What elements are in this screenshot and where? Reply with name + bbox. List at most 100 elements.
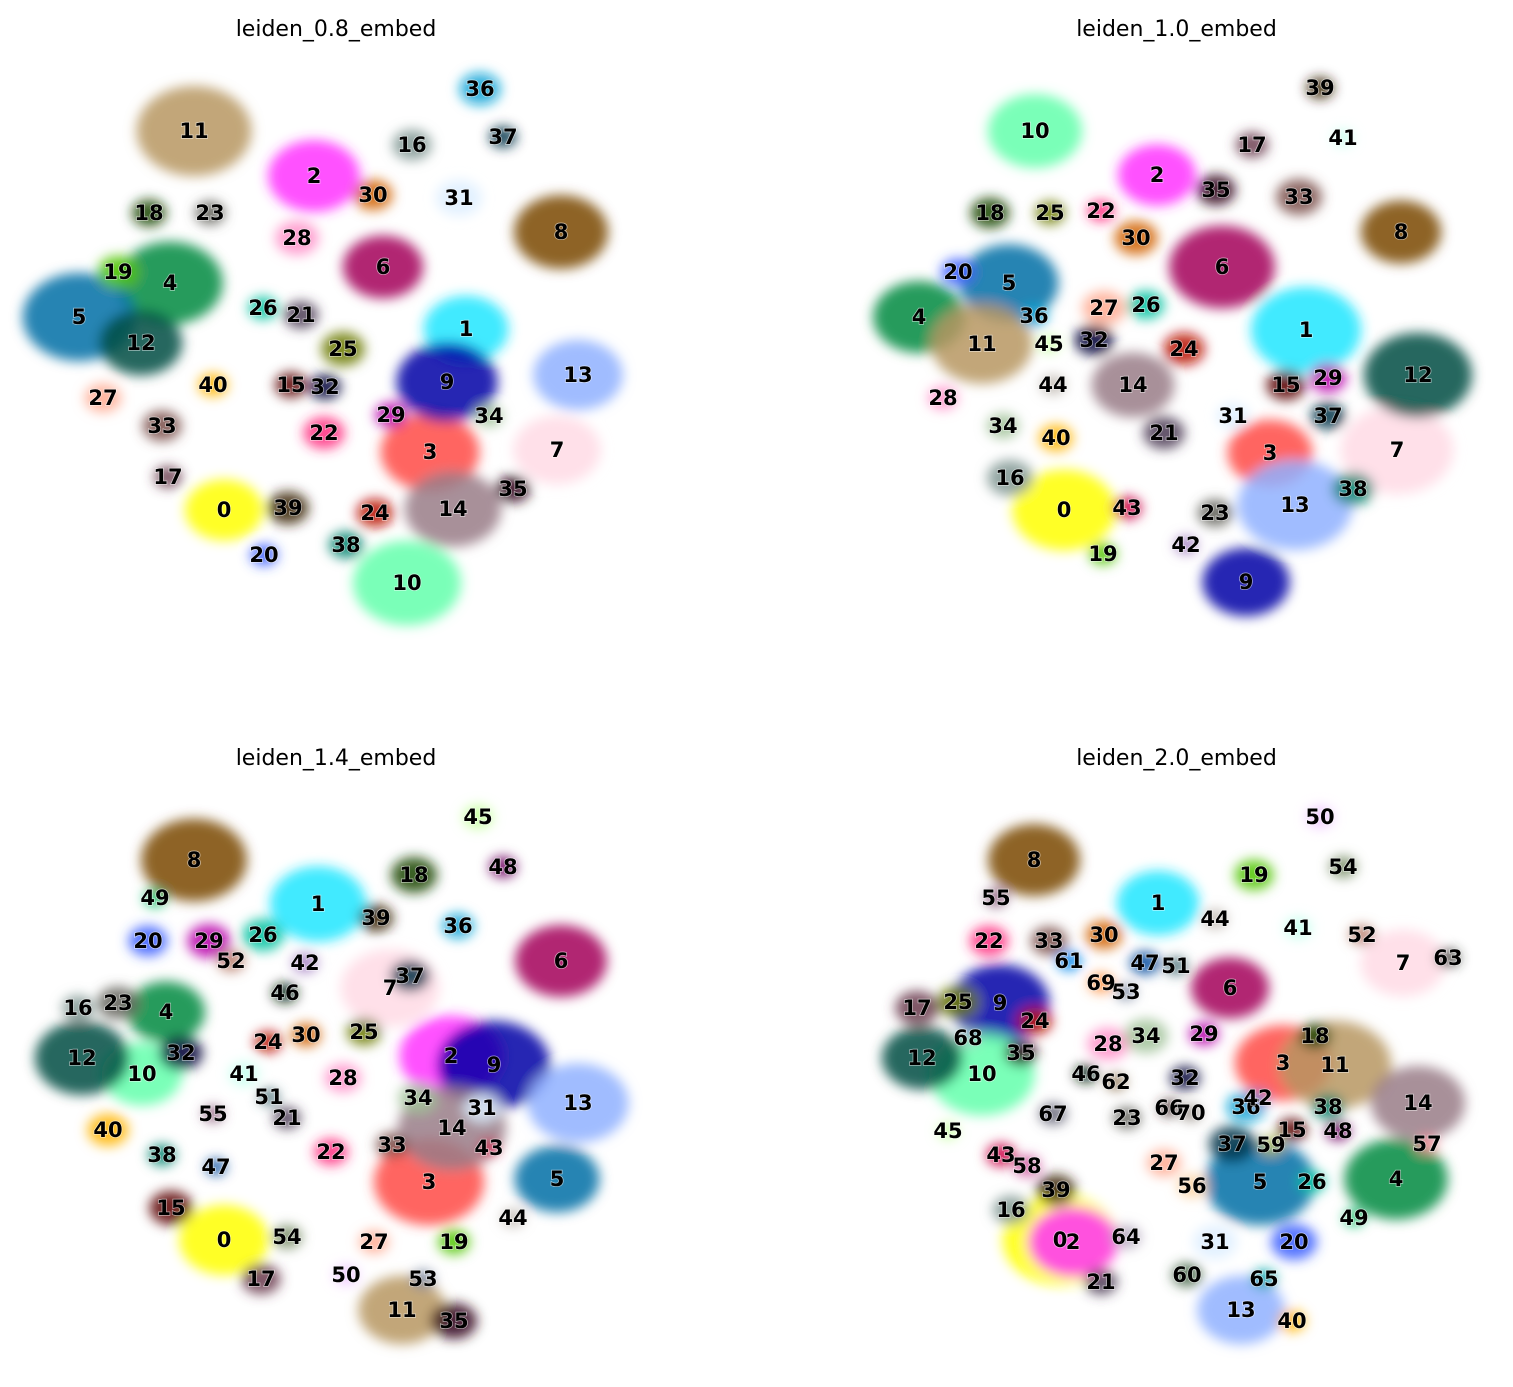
cluster-label: 27	[359, 1230, 388, 1254]
cluster-blob	[1039, 1103, 1067, 1125]
cluster-label: 31	[467, 1096, 496, 1120]
cluster-label: 30	[358, 183, 387, 207]
cluster-blob	[533, 339, 623, 411]
cluster-blob	[515, 925, 607, 997]
cluster-label: 25	[943, 990, 972, 1014]
cluster-blob	[1174, 536, 1198, 554]
cluster-label: 40	[1041, 426, 1070, 450]
cluster-label: 59	[1256, 1133, 1285, 1157]
cluster-label: 14	[1403, 1091, 1432, 1115]
cluster-label: 35	[439, 1309, 468, 1333]
panel-title: leiden_1.0_embed	[1076, 17, 1277, 42]
cluster-label: 31	[1200, 1230, 1229, 1254]
cluster-blob	[1127, 290, 1165, 320]
cluster-label: 37	[1217, 1132, 1246, 1156]
cluster-blob	[202, 1105, 224, 1123]
cluster-blob	[1087, 1027, 1129, 1061]
cluster-blob	[489, 126, 517, 148]
cluster-label: 42	[290, 951, 319, 975]
cluster-blob	[463, 1093, 501, 1123]
cluster-label: 11	[1320, 1053, 1349, 1077]
cluster-label: 43	[1112, 496, 1141, 520]
cluster-blob	[1158, 1099, 1180, 1117]
cluster-blob	[1004, 1040, 1038, 1066]
cluster-blob	[1087, 200, 1115, 222]
panel-leiden-1-0: leiden_1.0_embed	[756, 0, 1513, 693]
cluster-blob	[1035, 201, 1065, 225]
cluster-blob	[1020, 305, 1048, 327]
cluster-label: 22	[316, 1140, 345, 1164]
cluster-label: 6	[1215, 255, 1230, 279]
cluster-label: 2	[1150, 163, 1165, 187]
cluster-label: 24	[1020, 1009, 1049, 1033]
cluster-label: 23	[195, 201, 224, 225]
cluster-blob	[34, 1021, 130, 1095]
cluster-blob	[956, 1029, 980, 1047]
cluster-label: 32	[1170, 1066, 1199, 1090]
cluster-label: 5	[1253, 1170, 1268, 1194]
panel-title: leiden_1.4_embed	[235, 746, 437, 771]
cluster-label: 12	[907, 1046, 936, 1070]
cluster-blob	[489, 856, 517, 878]
cluster-label: 36	[1231, 1095, 1260, 1119]
cluster-label: 16	[397, 133, 426, 157]
cluster-blob	[1325, 1121, 1351, 1141]
cluster-blob	[1360, 200, 1442, 264]
cluster-blob	[61, 995, 95, 1021]
cluster-blob	[1343, 1209, 1365, 1227]
cluster-blob	[937, 985, 979, 1019]
cluster-blob	[1116, 870, 1200, 936]
cluster-label: 45	[463, 805, 492, 829]
cluster-label: 29	[1313, 366, 1342, 390]
cluster-blob	[229, 1062, 259, 1086]
panel-leiden-2-0: leiden_2.0_embed	[756, 693, 1513, 1387]
cluster-label: 17	[902, 996, 931, 1020]
cluster-label: 2	[307, 164, 322, 188]
cluster-label: 21	[1149, 421, 1178, 445]
cluster-label: 53	[1111, 980, 1140, 1004]
cluster-blob	[1013, 1155, 1041, 1177]
cluster-label: 18	[399, 863, 428, 887]
cluster-label: 1	[311, 892, 326, 916]
cluster-blob	[1017, 1007, 1053, 1035]
cluster-label: 7	[1396, 951, 1411, 975]
cluster-blob	[431, 1303, 477, 1339]
cluster-label: 37	[1313, 404, 1342, 428]
cluster-label: 19	[439, 1230, 468, 1254]
cluster-blob	[1266, 369, 1306, 401]
cluster-label: 41	[1283, 916, 1312, 940]
cluster-blob	[987, 460, 1033, 496]
cluster-label: 44	[498, 1206, 527, 1230]
cluster-blob	[392, 129, 432, 161]
cluster-label: 52	[1347, 923, 1376, 947]
cluster-label: 14	[438, 497, 467, 521]
cluster-blob	[1190, 957, 1270, 1019]
cluster-blob	[333, 1265, 359, 1285]
cluster-label: 16	[63, 996, 92, 1020]
cluster-label: 50	[331, 1263, 360, 1287]
cluster-blob	[441, 913, 475, 939]
cluster-label: 11	[179, 119, 208, 143]
cluster-blob	[475, 405, 503, 427]
cluster-blob	[1277, 1118, 1307, 1142]
cluster-blob	[986, 1143, 1016, 1167]
cluster-blob	[187, 923, 231, 959]
cluster-label: 35	[1006, 1041, 1035, 1065]
cluster-label: 56	[1177, 1174, 1206, 1198]
cluster-label: 15	[156, 1196, 185, 1220]
cluster-label: 13	[1226, 1298, 1255, 1322]
cluster-blob	[1040, 375, 1066, 395]
cluster-label: 7	[383, 976, 398, 1000]
cluster-label: 13	[1280, 493, 1309, 517]
cluster-label: 3	[422, 1170, 437, 1194]
cluster-label: 37	[395, 964, 424, 988]
cluster-blob	[1284, 917, 1312, 939]
cluster-blob	[1193, 1224, 1237, 1260]
cluster-label: 7	[1390, 438, 1405, 462]
cluster-blob	[1088, 973, 1114, 993]
cluster-blob	[1143, 416, 1185, 450]
cluster-blob	[986, 413, 1020, 439]
cluster-label: 64	[1111, 1225, 1140, 1249]
